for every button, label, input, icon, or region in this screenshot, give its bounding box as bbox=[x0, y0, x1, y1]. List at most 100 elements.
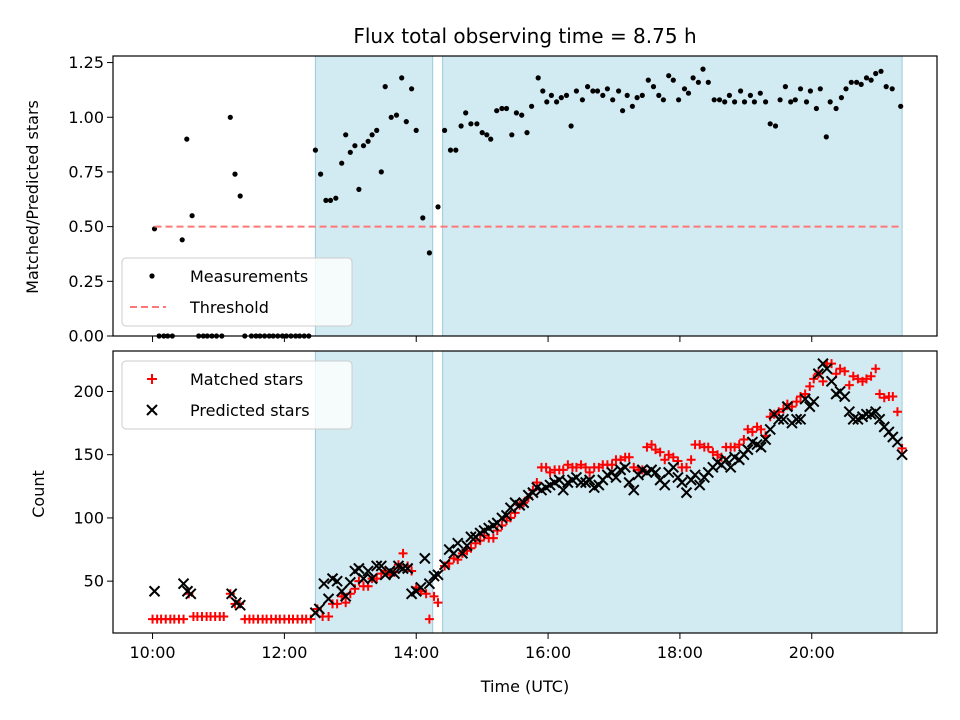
measurements-point bbox=[519, 112, 525, 118]
top-y-tick-label: 1.25 bbox=[68, 53, 104, 72]
measurements-point bbox=[685, 90, 692, 96]
bottom-y-tick-label: 100 bbox=[73, 508, 104, 527]
predicted-stars-point bbox=[517, 497, 530, 509]
measurements-point bbox=[184, 136, 190, 142]
matched-stars-point bbox=[421, 589, 431, 599]
measurements-point bbox=[645, 77, 651, 83]
measurements-point bbox=[513, 110, 520, 116]
measurements-legend-label: Measurements bbox=[190, 267, 308, 286]
measurements-point bbox=[767, 121, 773, 127]
threshold-legend-label: Threshold bbox=[189, 298, 269, 317]
measurements-point bbox=[378, 169, 384, 175]
predicted-stars-legend-label: Predicted stars bbox=[190, 401, 310, 420]
measurements-point bbox=[726, 92, 733, 98]
measurements-point bbox=[554, 99, 560, 105]
predicted-stars-point bbox=[693, 479, 706, 491]
predicted-stars-point bbox=[357, 572, 370, 585]
matched-stars-point bbox=[888, 392, 898, 402]
measurements-point bbox=[393, 112, 400, 118]
measurements-point bbox=[488, 136, 494, 142]
predicted-stars-point bbox=[583, 474, 596, 486]
matched-stars-point bbox=[488, 533, 498, 543]
measurements-point bbox=[447, 147, 454, 153]
measurements-point bbox=[343, 132, 349, 138]
predicted-stars-point bbox=[742, 443, 754, 456]
bottom-observing-interval bbox=[442, 350, 903, 634]
measurements-point bbox=[757, 90, 763, 96]
measurements-point bbox=[858, 81, 864, 87]
measurements-point bbox=[600, 92, 606, 98]
top-legend-box bbox=[121, 257, 353, 327]
matched-stars-point bbox=[778, 404, 788, 414]
measurements-point bbox=[863, 75, 870, 81]
predicted-stars-point bbox=[575, 476, 587, 489]
measurements-point bbox=[604, 86, 611, 92]
measurements-point bbox=[827, 99, 833, 105]
predicted-stars-point bbox=[461, 540, 473, 552]
measurements-point bbox=[792, 97, 798, 103]
predicted-stars-point bbox=[777, 413, 790, 425]
predicted-stars-point bbox=[873, 413, 886, 425]
bottom-panel: 50 100 150 200 10:00 12:00 14:00 16:00 18:00 20:0… bbox=[73, 350, 938, 662]
x-axis-label: Time (UTC) bbox=[480, 677, 569, 696]
measurements-point bbox=[889, 86, 895, 92]
measurements-point bbox=[823, 134, 829, 140]
matched-stars-point bbox=[571, 462, 581, 472]
predicted-stars-point bbox=[790, 413, 803, 425]
predicted-stars-point bbox=[370, 560, 383, 572]
predicted-stars-point bbox=[847, 413, 859, 425]
bottom-y-tick-label: 50 bbox=[84, 572, 104, 591]
predicted-stars-point bbox=[619, 461, 631, 474]
top-y-tick-label: 1.00 bbox=[68, 108, 104, 127]
matched-stars-point bbox=[324, 612, 334, 622]
measurements-point bbox=[374, 127, 380, 133]
measurements-point bbox=[838, 95, 845, 101]
predicted-stars-point bbox=[225, 588, 238, 600]
predicted-stars-point bbox=[781, 400, 794, 413]
measurements-point bbox=[585, 84, 591, 90]
matched-stars-point bbox=[219, 612, 229, 622]
predicted-stars-point bbox=[667, 461, 680, 474]
matched-stars-point bbox=[682, 462, 692, 472]
measurements-point bbox=[670, 77, 676, 83]
measurements-point bbox=[676, 97, 682, 103]
measurements-point bbox=[558, 95, 564, 101]
predicted-stars-point bbox=[331, 575, 343, 587]
measurements-point bbox=[741, 99, 748, 105]
matched-stars-point bbox=[585, 467, 595, 477]
matched-stars-point bbox=[651, 445, 661, 455]
measurements-point bbox=[751, 99, 758, 105]
measurements-point bbox=[327, 197, 334, 203]
measurements-point bbox=[339, 160, 345, 166]
measurements-point bbox=[413, 127, 419, 133]
matched-stars-point bbox=[558, 465, 568, 475]
matched-stars-point bbox=[848, 371, 858, 381]
matched-stars-point bbox=[879, 393, 889, 403]
measurements-point bbox=[365, 138, 371, 144]
matched-stars-point bbox=[805, 381, 815, 391]
measurements-point bbox=[868, 77, 874, 83]
measurements-point bbox=[474, 121, 480, 127]
predicted-stars-point bbox=[415, 581, 427, 594]
matched-stars-point bbox=[563, 460, 573, 470]
matched-stars-point bbox=[642, 442, 652, 452]
matched-stars-point bbox=[875, 389, 885, 399]
measurements-point bbox=[237, 193, 243, 199]
predicted-stars-point bbox=[812, 368, 825, 380]
measurements-point bbox=[468, 121, 474, 127]
matched-stars-point bbox=[664, 450, 674, 460]
measurements-point bbox=[360, 143, 367, 149]
x-tick-label: 12:00 bbox=[261, 643, 307, 662]
matched-stars-point bbox=[341, 598, 351, 608]
measurements-legend-marker bbox=[149, 273, 155, 279]
x-tick-label: 14:00 bbox=[393, 643, 439, 662]
matched-stars-point bbox=[398, 548, 408, 558]
measurements-point bbox=[620, 108, 626, 114]
predicted-stars-point bbox=[397, 562, 409, 575]
measurements-point bbox=[347, 149, 353, 155]
measurements-point bbox=[529, 103, 535, 109]
measurements-point bbox=[479, 130, 485, 136]
predicted-stars-point bbox=[628, 484, 640, 496]
predicted-stars-point bbox=[869, 405, 882, 418]
